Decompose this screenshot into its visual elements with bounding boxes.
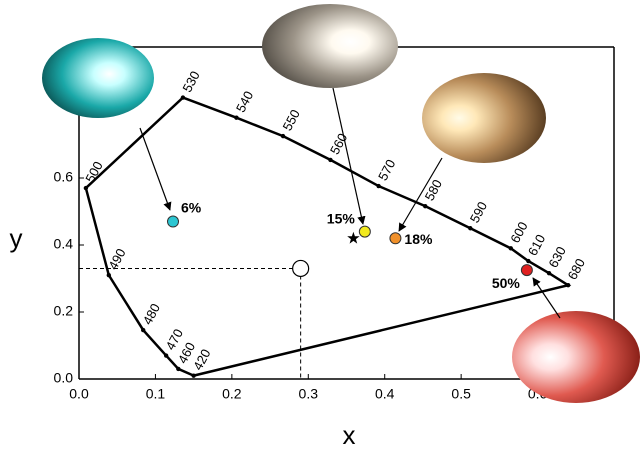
x-tick-label: 0.0 xyxy=(69,386,89,402)
photo-15 xyxy=(262,4,398,88)
wavelength-dot xyxy=(163,353,169,358)
arrow xyxy=(532,277,561,319)
wavelength-dot xyxy=(565,283,571,288)
y-tick-label: 0.6 xyxy=(54,169,74,185)
photos xyxy=(42,4,640,403)
y-axis-label: y xyxy=(10,223,23,253)
wavelength-dot xyxy=(526,258,531,264)
point-label: 18% xyxy=(404,231,433,247)
x-tick-label: 0.2 xyxy=(222,386,242,402)
wavelength-dot xyxy=(83,185,89,191)
wavelength-dot xyxy=(468,226,473,231)
photo-50 xyxy=(512,311,640,403)
wavelength-label: 680 xyxy=(565,256,588,282)
x-tick-label: 0.5 xyxy=(451,386,471,402)
wavelength-label: 610 xyxy=(525,232,548,258)
data-point xyxy=(389,232,402,245)
wavelength-dot xyxy=(546,270,552,276)
wavelength-label: 540 xyxy=(233,89,256,115)
x-tick-label: 0.3 xyxy=(299,386,319,402)
arrow xyxy=(332,87,366,225)
plot-area: 0.00.10.20.30.40.50.60.00.20.40.64204604… xyxy=(54,68,588,401)
point-label: 15% xyxy=(327,210,356,226)
wavelength-dot xyxy=(180,95,186,100)
photo-6 xyxy=(42,38,154,118)
y-tick-label: 0.0 xyxy=(54,370,74,386)
x-tick-label: 0.4 xyxy=(375,386,395,402)
y-tick-label: 0.4 xyxy=(54,236,74,252)
y-tick-label: 0.2 xyxy=(54,303,74,319)
wavelength-label: 570 xyxy=(375,157,398,183)
wavelength-label: 590 xyxy=(467,199,490,225)
wavelength-label: 500 xyxy=(82,159,105,185)
wavelength-label: 630 xyxy=(545,244,568,270)
wavelength-dot xyxy=(141,327,146,333)
wavelength-dot xyxy=(376,183,381,189)
wavelength-label: 530 xyxy=(179,68,202,94)
spectral-locus xyxy=(84,96,572,377)
x-tick-label: 0.1 xyxy=(146,386,166,402)
data-point xyxy=(358,225,371,238)
x-axis-label: x xyxy=(343,420,356,450)
wavelength-label: 600 xyxy=(507,219,530,245)
wavelength-dot xyxy=(191,373,196,378)
white-point xyxy=(292,259,310,278)
point-label: 6% xyxy=(181,199,202,215)
wavelength-dot xyxy=(280,133,286,139)
wavelength-dot xyxy=(234,115,239,120)
wavelength-dot xyxy=(423,203,428,209)
wavelength-dot xyxy=(328,157,333,163)
photo-18 xyxy=(422,73,546,163)
wavelength-label: 480 xyxy=(140,301,163,327)
wavelength-dot xyxy=(508,246,514,251)
wavelength-label: 580 xyxy=(422,177,445,203)
wavelength-dot xyxy=(106,272,112,278)
wavelength-dot xyxy=(176,366,181,372)
wavelength-label: 550 xyxy=(280,107,303,133)
data-point xyxy=(167,215,180,228)
arrow xyxy=(398,157,443,232)
arrow xyxy=(139,127,172,211)
data-point xyxy=(520,264,533,277)
point-label: 50% xyxy=(492,275,521,291)
star-point xyxy=(347,231,360,244)
